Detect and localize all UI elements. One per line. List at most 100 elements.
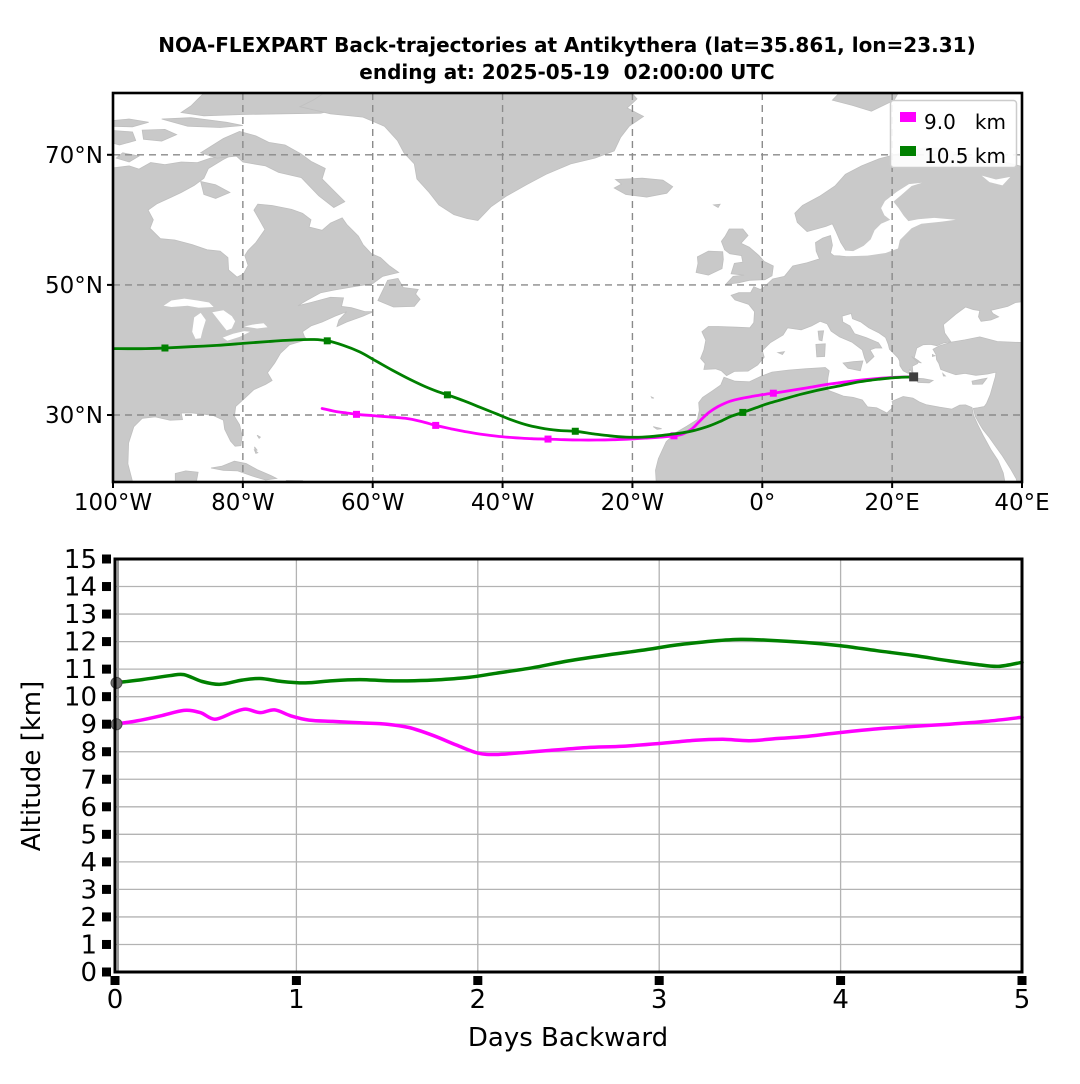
coastline-landmass	[141, 128, 178, 142]
coastline-landmass	[842, 360, 864, 372]
altitude-x-tick-label: 3	[651, 985, 668, 1015]
legend-label-10-5km: 10.5 km	[924, 144, 1006, 168]
y-axis-label: Altitude [km]	[17, 681, 47, 852]
altitude-y-tick-label: 11	[64, 655, 97, 685]
altitude-y-tick	[102, 582, 111, 592]
altitude-y-tick-label: 6	[80, 793, 97, 823]
altitude-x-tick-label: 1	[288, 985, 305, 1015]
altitude-y-tick	[102, 692, 111, 702]
altitude-y-tick	[102, 664, 111, 674]
trajectory-map-axes: 100°W 80°W 60°W 40°W 20°W 0° 20°E 40°E 30°N 50°N 7…	[45, 91, 1050, 516]
coastline-landmass	[911, 356, 922, 364]
coastline-landmass	[942, 372, 947, 377]
coastline-landmass	[695, 250, 724, 276]
altitude-y-tick	[102, 554, 111, 564]
coastline-landmass	[199, 130, 346, 208]
inland-water	[163, 298, 214, 308]
altitude-y-tick-label: 12	[64, 628, 97, 658]
map-x-tick-label: 40°E	[994, 490, 1049, 516]
altitude-series-10-5-km	[113, 637, 1024, 687]
coastline-landmass	[377, 277, 421, 308]
altitude-x-tick	[291, 976, 301, 985]
inland-water	[981, 175, 1011, 186]
trajectory-day-marker	[670, 432, 678, 440]
trajectory-day-marker	[739, 408, 747, 416]
altitude-x-tick	[836, 976, 846, 985]
altitude-y-tick	[102, 802, 111, 812]
map-y-tick-label: 50°N	[45, 273, 103, 299]
inland-water	[192, 312, 206, 339]
altitude-y-tick-label: 8	[80, 738, 97, 768]
altitude-y-tick	[102, 609, 111, 619]
map-frame	[111, 91, 1024, 484]
inland-water	[244, 323, 268, 329]
coastline-landmass	[817, 330, 825, 342]
altitude-y-tick	[102, 719, 111, 729]
altitude-y-tick	[102, 939, 111, 949]
trajectory-day-marker	[352, 410, 360, 418]
coastline-landmass	[914, 377, 935, 384]
altitude-x-tick	[473, 976, 483, 985]
coastline-landmass	[113, 130, 137, 146]
altitude-y-tick	[102, 912, 111, 922]
coastline-landmass	[700, 147, 1022, 377]
trajectory-path-10-5-km	[113, 338, 915, 439]
altitude-y-tick-label: 1	[80, 930, 97, 960]
map-legend: 9.0 km 10.5 km	[889, 99, 1018, 169]
trajectory-end-marker	[909, 372, 919, 382]
map-x-tick-label: 40°W	[471, 490, 535, 516]
altitude-y-tick-label: 9	[80, 710, 97, 740]
altitude-y-tick	[102, 829, 111, 839]
coastline-landmass	[720, 228, 774, 285]
altitude-y-tick	[102, 747, 111, 757]
coastline-landmass	[256, 434, 262, 440]
coastline-landmass	[113, 118, 149, 128]
coastline-landmass	[932, 336, 1022, 482]
coastline-landmass	[932, 353, 937, 358]
altitude-series-9-0-km	[113, 707, 1024, 757]
map-x-tick-label: 20°W	[601, 490, 665, 516]
altitude-y-tick-label: 4	[80, 848, 97, 878]
map-y-tick-label: 70°N	[45, 143, 103, 169]
coastline-landmass	[652, 426, 662, 430]
altitude-y-tick-label: 5	[80, 820, 97, 850]
coastline-landmass	[200, 180, 231, 199]
coastline-landmass	[776, 351, 786, 355]
map-x-tick-label: 100°W	[74, 490, 152, 516]
coastline-landmass	[650, 395, 655, 399]
trajectory-day-marker	[571, 427, 579, 435]
trajectory-day-marker	[432, 421, 440, 429]
map-x-tick-label: 80°W	[211, 490, 275, 516]
coastline-landmass	[174, 470, 199, 482]
coastline-landmass	[161, 117, 243, 128]
altitude-y-tick	[102, 967, 111, 977]
altitude-x-tick-label: 0	[107, 985, 124, 1015]
altitude-y-tick-label: 3	[80, 875, 97, 905]
trajectory-day-marker	[544, 435, 552, 443]
coastline-landmass	[254, 446, 258, 452]
altitude-y-tick-label: 0	[80, 958, 97, 988]
inland-water	[835, 182, 956, 257]
altitude-x-tick	[654, 976, 664, 985]
altitude-x-tick-label: 4	[832, 985, 849, 1015]
figure-title-line2: ending at: 2025-05-19 02:00:00 UTC	[359, 60, 774, 84]
map-x-tick-label: 20°E	[864, 490, 919, 516]
altitude-y-tick-label: 10	[64, 683, 97, 713]
altitude-y-tick-label: 15	[64, 545, 97, 575]
altitude-x-tick-label: 5	[1014, 985, 1031, 1015]
altitude-y-tick-label: 2	[80, 903, 97, 933]
altitude-y-tick-label: 13	[64, 600, 97, 630]
inland-water	[212, 310, 236, 331]
altitude-frame	[113, 557, 1024, 974]
altitude-y-tick-label: 14	[64, 573, 97, 603]
altitude-y-tick-label: 7	[80, 765, 97, 795]
coastline-landmass	[113, 155, 400, 482]
coastline-landmass	[815, 343, 826, 358]
altitude-x-tick	[110, 976, 120, 985]
altitude-x-tick-label: 2	[470, 985, 487, 1015]
coastline-landmass	[613, 177, 674, 198]
trajectory-day-marker	[769, 389, 777, 397]
map-x-tick-label: 0°	[749, 490, 775, 516]
